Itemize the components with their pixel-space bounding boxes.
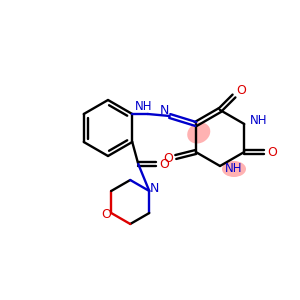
Text: O: O (159, 158, 169, 170)
Text: NH: NH (135, 100, 152, 112)
Text: O: O (267, 146, 277, 158)
Text: N: N (160, 103, 170, 116)
Text: O: O (101, 208, 111, 221)
Ellipse shape (222, 161, 246, 177)
Text: NH: NH (250, 115, 267, 128)
Text: NH: NH (225, 163, 243, 176)
Text: N: N (150, 182, 159, 196)
Text: O: O (236, 85, 246, 98)
Ellipse shape (187, 122, 210, 143)
Text: O: O (163, 152, 173, 166)
